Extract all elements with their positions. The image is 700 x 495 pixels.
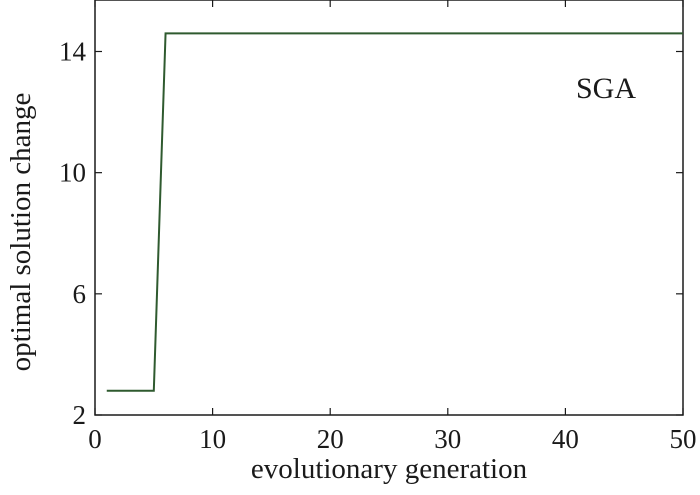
y-tick-label: 14	[59, 36, 87, 66]
x-tick-label: 0	[88, 424, 102, 454]
x-axis-label: evolutionary generation	[251, 453, 528, 485]
x-tick-label: 40	[552, 424, 579, 454]
x-tick-label: 50	[670, 424, 697, 454]
ticks: 0 10 20 30 40 50 2 6 10 14	[59, 0, 697, 454]
series-line-0	[106, 32, 683, 392]
series	[106, 32, 683, 392]
annotation-label: SGA	[576, 72, 636, 105]
y-tick-label: 10	[59, 158, 86, 188]
x-tick-label: 10	[199, 424, 226, 454]
y-tick-label: 6	[73, 279, 87, 309]
x-tick-label: 20	[317, 424, 344, 454]
plot-frame	[94, 0, 684, 416]
x-tick-label: 30	[434, 424, 461, 454]
y-tick-label: 2	[73, 400, 87, 430]
y-axis-label: optimal solution change	[5, 93, 37, 372]
